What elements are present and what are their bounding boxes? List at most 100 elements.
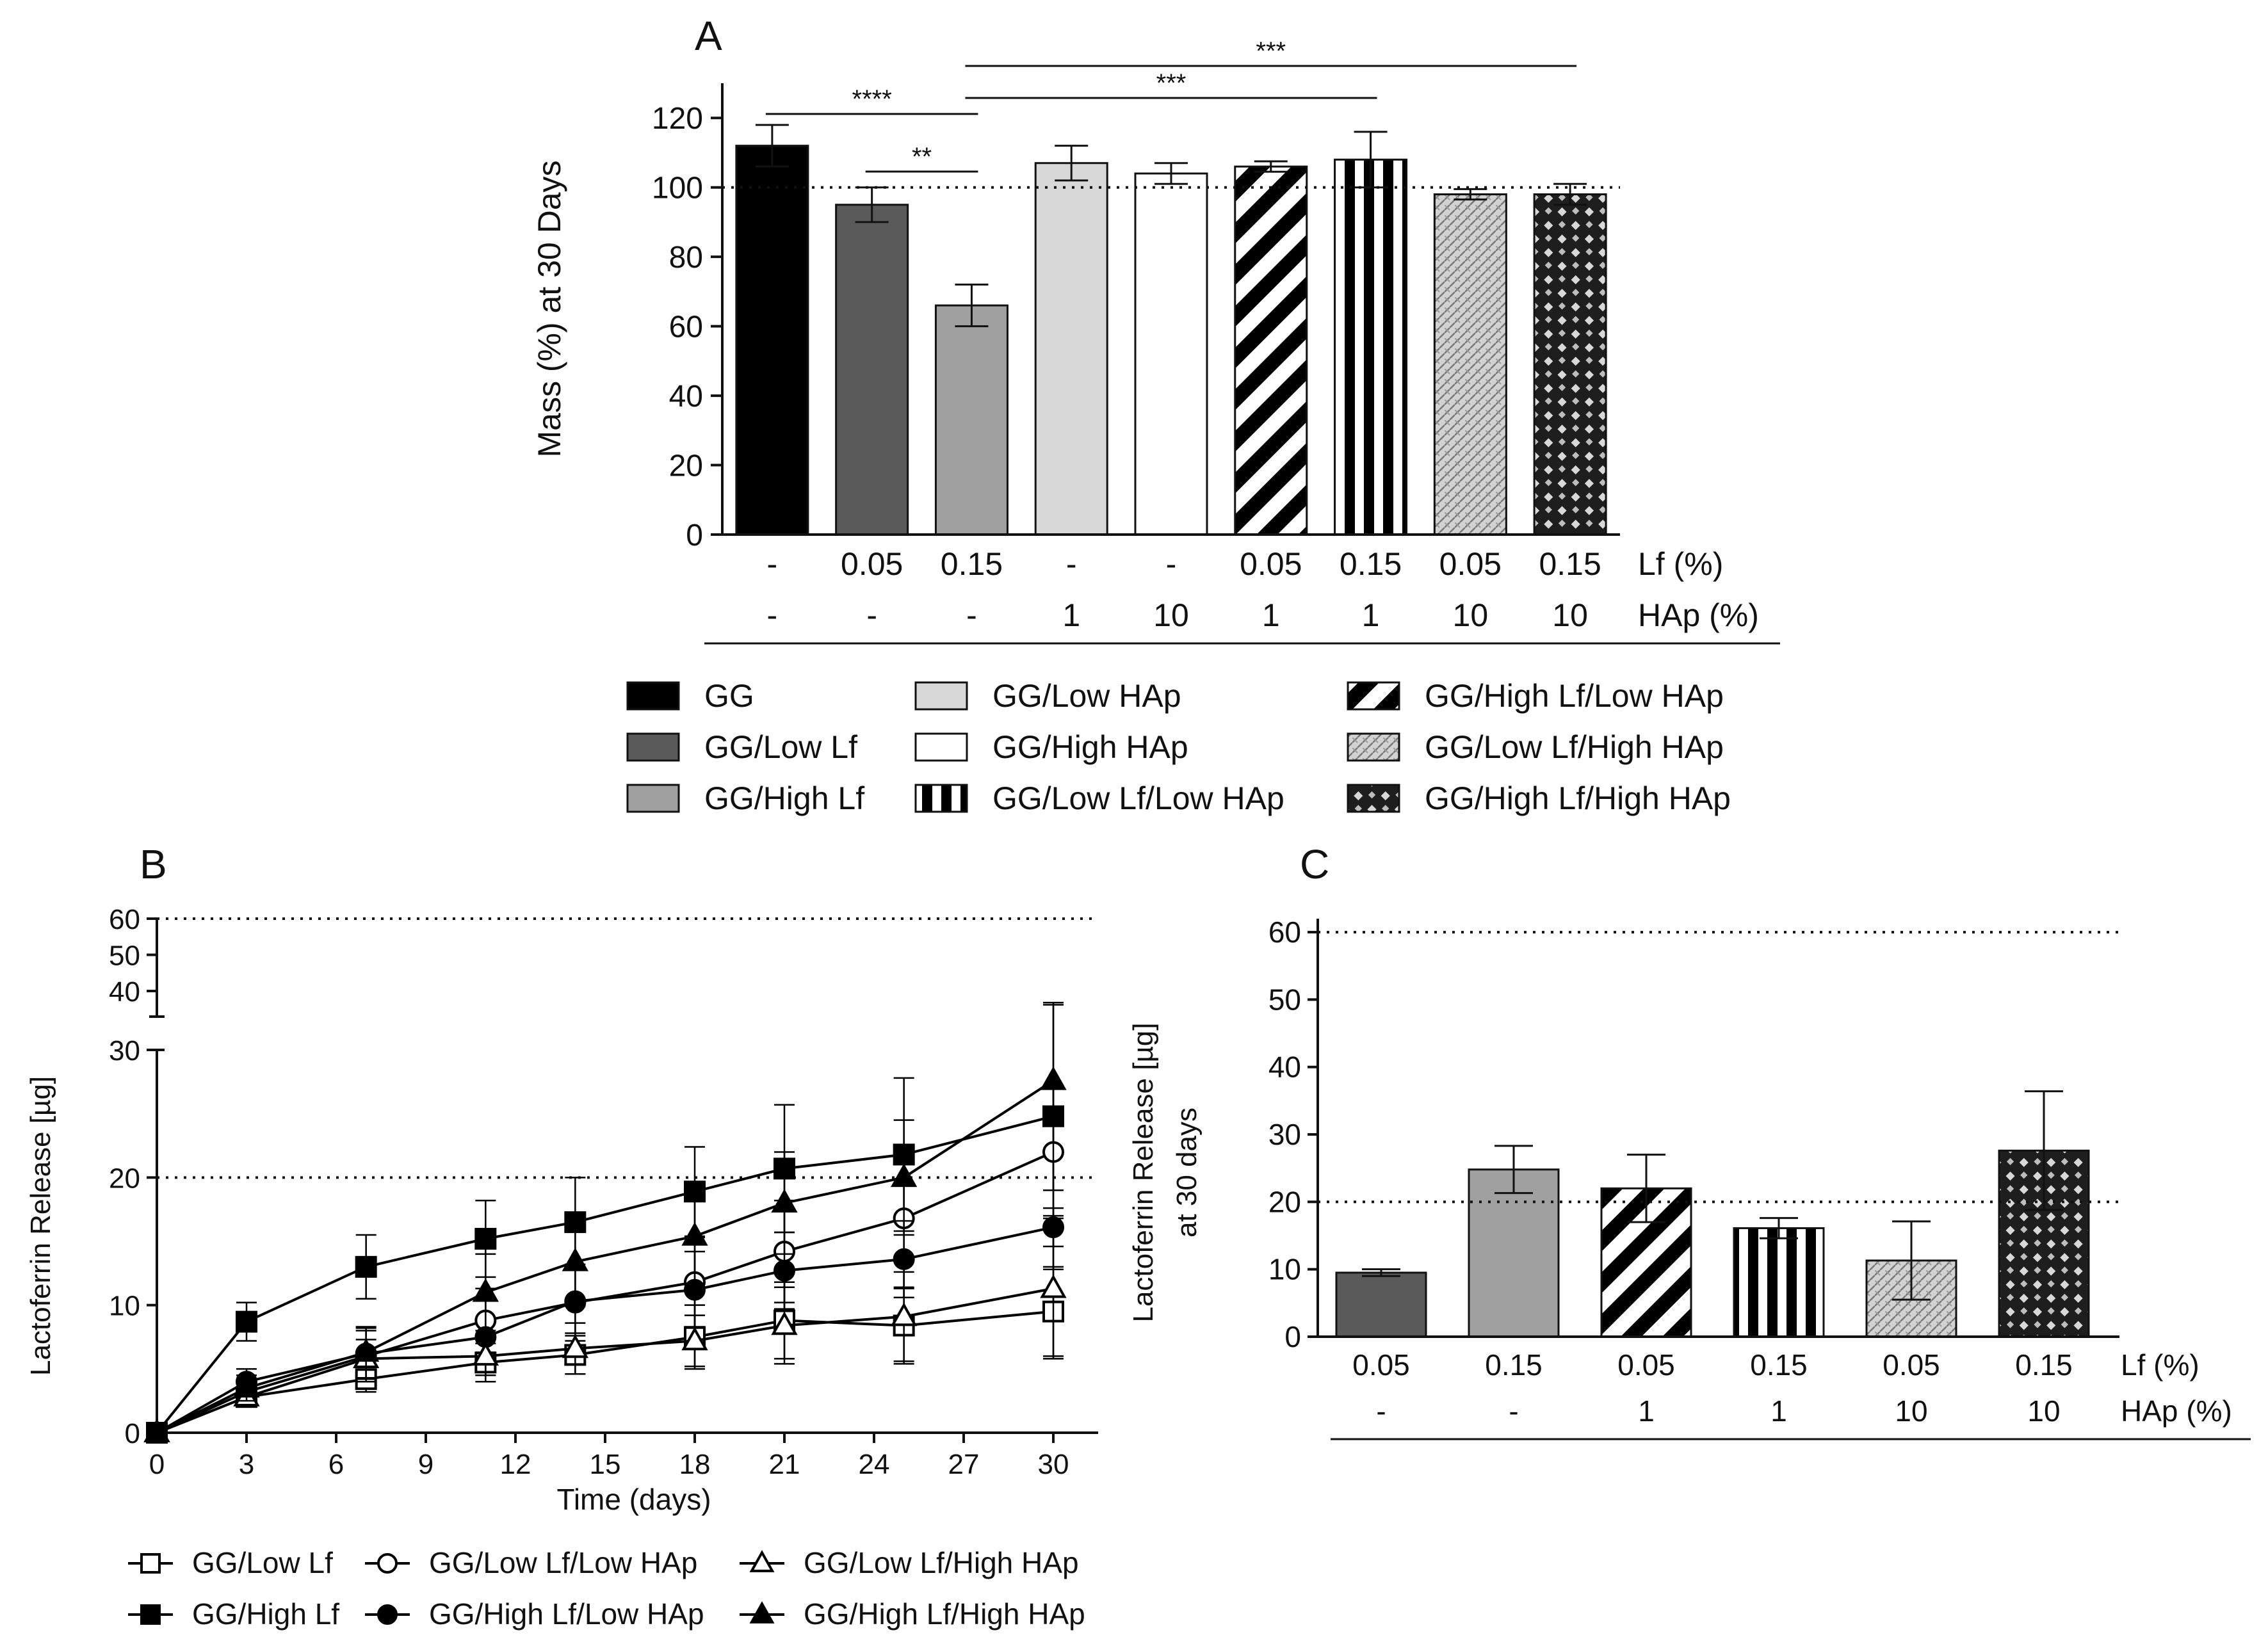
lf-value: 0.15 [1750, 1348, 1808, 1382]
bar [1034, 162, 1108, 536]
legend-label: GG/High Lf/High HAp [804, 1597, 1085, 1631]
y-tick-label: 40 [1268, 1051, 1301, 1084]
lf-value: 0.15 [1539, 546, 1601, 582]
data-point [233, 1374, 260, 1398]
data-point [474, 1228, 497, 1250]
legend-label: GG/Low Lf/Low HAp [992, 780, 1284, 816]
legend-marker [140, 1553, 161, 1574]
y-tick-label: 20 [1268, 1185, 1301, 1218]
x-tick-label: 18 [679, 1449, 711, 1480]
hap-value: 10 [2027, 1394, 2060, 1428]
legend-swatch [1347, 732, 1400, 762]
y-tick-label: 20 [109, 1163, 140, 1194]
legend-label: GG/High Lf/Low HAp [1425, 678, 1724, 714]
data-point [771, 1189, 798, 1213]
lf-value: 0.05 [1439, 546, 1502, 582]
bar [1335, 1271, 1427, 1338]
x-tick-label: 15 [590, 1449, 621, 1480]
data-point [143, 1418, 170, 1442]
bar [835, 204, 909, 536]
legend-marker [140, 1604, 161, 1625]
hap-value: 1 [1638, 1394, 1655, 1428]
legend-swatch [1347, 681, 1400, 711]
legend-label: GG/High HAp [992, 729, 1188, 765]
y-tick-label: 20 [669, 449, 703, 483]
hap-value: 10 [1552, 597, 1588, 633]
lf-value: - [1166, 546, 1177, 582]
y-tick-label: 80 [669, 241, 703, 275]
data-point [774, 1259, 795, 1282]
lf-value: 0.05 [1617, 1348, 1675, 1382]
data-point [236, 1310, 257, 1333]
data-point [1040, 1274, 1067, 1298]
panel-c-label: C [1300, 841, 1329, 887]
y-tick-label: 10 [1268, 1253, 1301, 1286]
x-tick-label: 21 [769, 1449, 800, 1480]
y-axis-title: Lactoferrin Release [µg] [25, 1076, 56, 1376]
series-line [156, 1115, 1054, 1434]
data-point [771, 1311, 798, 1335]
series-gg-high-lf-low-hap [146, 1207, 1064, 1444]
legend-label: GG/Low Lf [192, 1546, 333, 1579]
lf-row-label: Lf (%) [2121, 1348, 2199, 1382]
hap-value: 10 [1153, 597, 1189, 633]
legend-marker [749, 1550, 775, 1572]
bar [1468, 1168, 1560, 1338]
data-point [893, 1248, 915, 1270]
legend-label: GG/High Lf [704, 780, 864, 816]
significance-label: *** [1256, 37, 1286, 65]
x-tick-label: 30 [1038, 1449, 1069, 1480]
data-point [353, 1338, 380, 1362]
data-point [355, 1255, 377, 1278]
hap-value: - [866, 597, 877, 633]
y-tick-label: 60 [1268, 915, 1301, 949]
lf-value: 0.15 [2015, 1348, 2073, 1382]
x-tick-label: 0 [149, 1449, 165, 1480]
panel-a-label: A [695, 13, 722, 59]
y-tick-label: 50 [1268, 983, 1301, 1016]
legend-swatch [626, 681, 680, 711]
data-point [472, 1342, 499, 1366]
legend-marker [377, 1604, 398, 1625]
lf-value: 0.05 [841, 546, 903, 582]
legend-marker [377, 1553, 398, 1574]
x-tick-label: 9 [418, 1449, 433, 1480]
hap-value: 10 [1895, 1394, 1927, 1428]
hap-value: - [767, 597, 778, 633]
series-gg-low-lf [146, 1266, 1064, 1444]
bar [934, 304, 1008, 536]
legend-label: GG/High Lf/Low HAp [429, 1597, 704, 1631]
x-tick-label: 6 [328, 1449, 344, 1480]
legend-label: GG/Low Lf/Low HAp [429, 1546, 697, 1579]
legend-marker [749, 1601, 775, 1624]
lf-row-label: Lf (%) [1638, 546, 1723, 582]
series-gg-low-lf-low-hap [146, 1087, 1064, 1444]
y-axis-title: Mass (%) at 30 Days [531, 160, 567, 457]
legend-swatch [914, 681, 968, 711]
hap-value: 10 [1453, 597, 1489, 633]
y-tick-label: 0 [686, 519, 703, 552]
lf-value: - [767, 546, 778, 582]
hap-value: 1 [1062, 597, 1080, 633]
series-line [156, 1287, 1054, 1434]
data-point [1040, 1066, 1067, 1090]
data-point [562, 1247, 588, 1271]
significance-label: **** [852, 85, 892, 113]
legend-label: GG/Low Lf/High HAp [1425, 729, 1724, 765]
y-tick-label: 10 [109, 1291, 140, 1322]
significance-label: ** [912, 143, 932, 171]
bar [735, 145, 809, 536]
panel-c: C 0 10 20 30 40 50 60 Lactoferrin Release [µg] a… [1128, 841, 2251, 1440]
data-point [681, 1221, 708, 1246]
hap-row-label: HAp (%) [1638, 597, 1759, 633]
x-axis-title: Time (days) [556, 1483, 711, 1516]
y-tick-label: 60 [109, 904, 140, 935]
data-point [891, 1302, 918, 1326]
hap-value: - [1376, 1394, 1386, 1428]
bar [1533, 193, 1607, 536]
legend-swatch [626, 784, 680, 813]
bar [1433, 193, 1507, 536]
x-tick-label: 3 [239, 1449, 254, 1480]
